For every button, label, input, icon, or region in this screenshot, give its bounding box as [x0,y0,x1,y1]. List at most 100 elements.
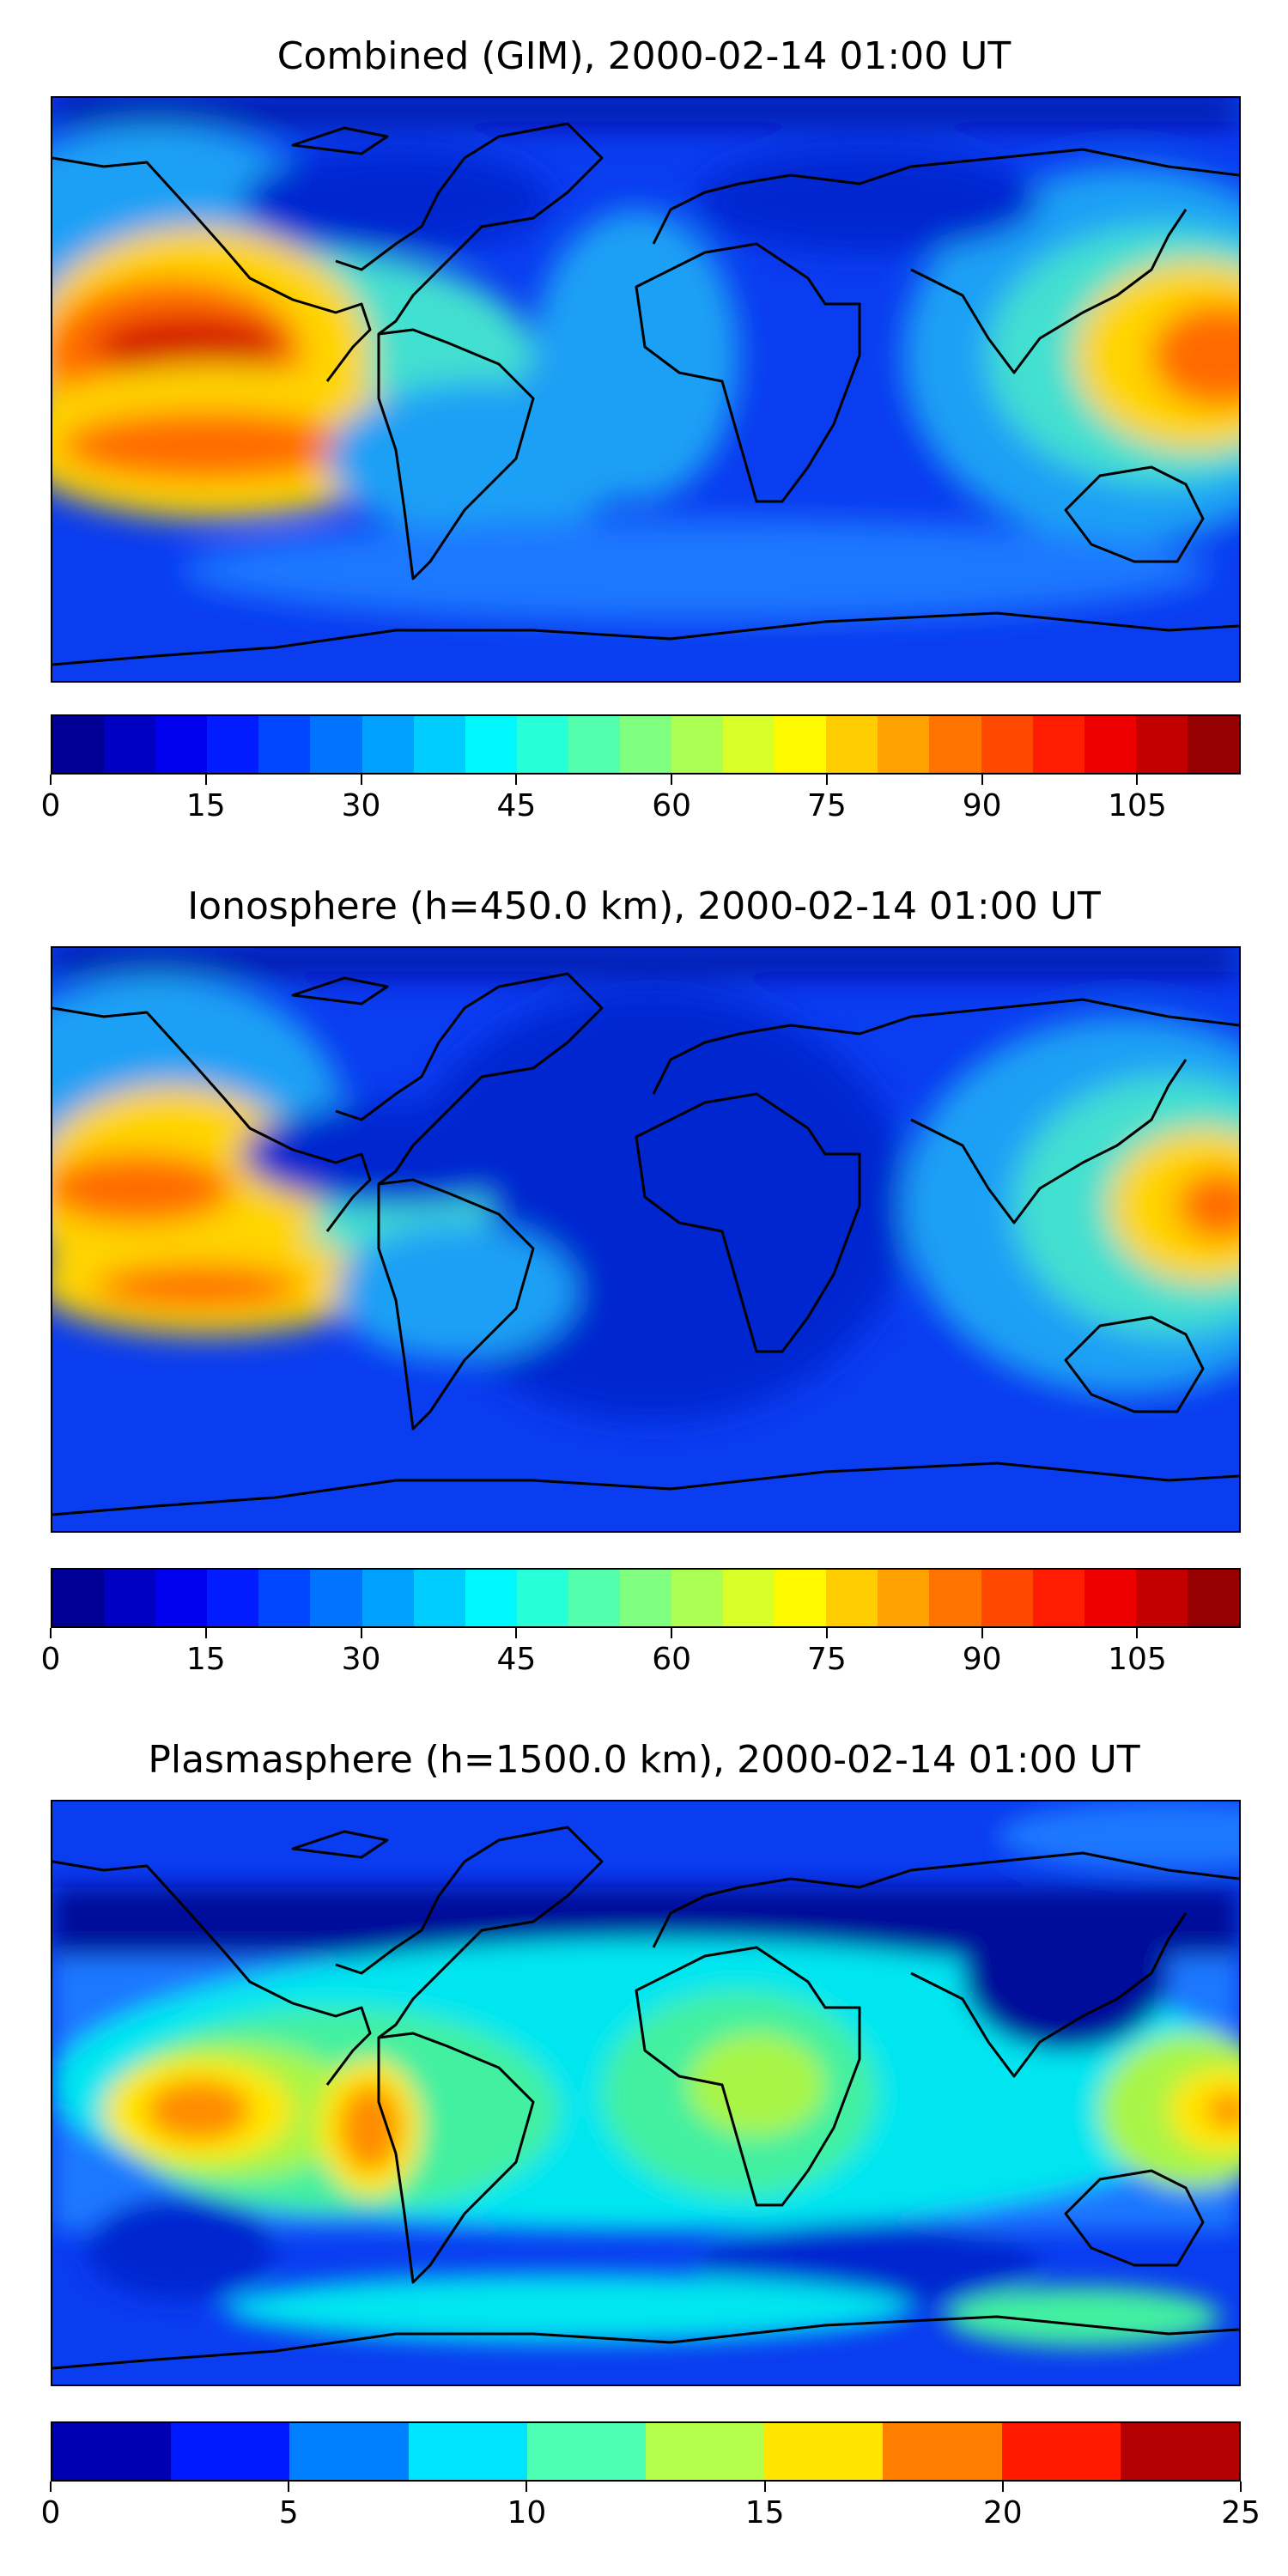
colorbar-level [1084,1570,1137,1626]
colorbar-level [517,1570,569,1626]
colorbar-level [104,1570,156,1626]
colorbar-tick-label: 45 [496,788,537,823]
colorbar-level [1136,716,1188,773]
colorbar-tick [825,1628,828,1638]
colorbar-tick [360,1628,362,1638]
colorbar-level [465,716,518,773]
colorbar-level [929,1570,982,1626]
colorbar-level [883,2423,1003,2480]
colorbar-level [104,716,156,773]
colorbar-level [878,716,930,773]
colorbar-level [775,1570,827,1626]
colorbar-level [723,1570,775,1626]
colorbar-level [310,1570,363,1626]
colorbar-level [764,2423,884,2480]
colorbar-level [1121,2423,1239,2480]
colorbar-level [1033,716,1085,773]
colorbar-tick [1136,775,1139,785]
colorbar-tick-label: 60 [652,1642,692,1677]
panel-1-colorbar-ticks: 0 15 30 45 60 75 90 105 [41,775,1241,823]
colorbar-tick-label: 60 [652,788,692,823]
colorbar-tick-label: 90 [962,1642,1002,1677]
colorbar-tick-label: 15 [185,788,226,823]
colorbar-tick-label: 105 [1108,1642,1167,1677]
colorbar-tick [671,775,673,785]
colorbar-level [568,716,621,773]
colorbar-level [52,1570,105,1626]
colorbar-tick [1240,2482,1242,2492]
colorbar-level [1188,1570,1239,1626]
colorbar-tick-label: 30 [341,1642,381,1677]
colorbar-level [465,1570,518,1626]
colorbar-tick [288,2482,290,2492]
panel-1-title: Combined (GIM), 2000-02-14 01:00 UT [276,34,1012,78]
panel-2-title: Ionosphere (h=450.0 km), 2000-02-14 01:0… [187,884,1101,928]
colorbar-level [52,2423,172,2480]
colorbar-tick [515,1628,518,1638]
colorbar-level [52,716,105,773]
colorbar-level [207,716,259,773]
colorbar-tick-label: 90 [962,788,1002,823]
colorbar-tick-label: 45 [496,1642,537,1677]
colorbar-tick-label: 25 [1221,2495,1261,2530]
colorbar-level [155,1570,208,1626]
colorbar-level [1033,1570,1085,1626]
colorbar-level [1136,1570,1188,1626]
colorbar-tick [204,1628,207,1638]
colorbar-tick [515,775,518,785]
colorbar-level [568,1570,621,1626]
colorbar-level [414,1570,466,1626]
colorbar-level [414,716,466,773]
panel-3-map [51,1800,1241,2386]
colorbar-tick [825,775,828,785]
colorbar-tick [204,775,207,785]
colorbar-tick-label: 0 [40,2495,61,2530]
colorbar-tick-label: 75 [807,788,847,823]
colorbar-level [207,1570,259,1626]
colorbar-level [671,716,724,773]
colorbar-tick [981,775,983,785]
colorbar-level [826,1570,878,1626]
colorbar-tick [1001,2482,1004,2492]
colorbar-tick [1136,1628,1139,1638]
colorbar-level [171,2423,290,2480]
panel-2-map [51,946,1241,1533]
colorbar-level [517,716,569,773]
panel-1-map [51,96,1241,683]
colorbar-level [620,1570,672,1626]
colorbar-tick [360,775,362,785]
colorbar-tick [763,2482,766,2492]
colorbar-tick [981,1628,983,1638]
colorbar-tick-label: 5 [278,2495,299,2530]
colorbar-tick [526,2482,528,2492]
colorbar-level [1084,716,1137,773]
colorbar-tick-label: 20 [982,2495,1023,2530]
panel-1-colorbar [51,714,1241,775]
colorbar-level [409,2423,528,2480]
panel-3-title: Plasmasphere (h=1500.0 km), 2000-02-14 0… [148,1738,1140,1782]
colorbar-level [981,1570,1034,1626]
colorbar-level [155,716,208,773]
colorbar-tick [50,775,52,785]
colorbar-level [362,1570,415,1626]
panel-3-colorbar-ticks: 0 5 10 15 20 25 [41,2482,1261,2530]
colorbar-level [310,716,363,773]
colorbar-tick-label: 75 [807,1642,847,1677]
colorbar-tick-label: 105 [1108,788,1167,823]
colorbar-level [671,1570,724,1626]
colorbar-tick-label: 0 [40,1642,61,1677]
colorbar-tick-label: 10 [507,2495,547,2530]
colorbar-level [527,2423,647,2480]
colorbar-level [929,716,982,773]
colorbar-level [258,716,311,773]
colorbar-tick [671,1628,673,1638]
colorbar-level [362,716,415,773]
colorbar-level [775,716,827,773]
colorbar-level [878,1570,930,1626]
colorbar-tick-label: 0 [40,788,61,823]
panel-2-colorbar-ticks: 0 15 30 45 60 75 90 105 [41,1628,1241,1677]
colorbar-level [981,716,1034,773]
colorbar-tick-label: 15 [744,2495,785,2530]
colorbar-tick [50,2482,52,2492]
panel-3-colorbar [51,2421,1241,2482]
